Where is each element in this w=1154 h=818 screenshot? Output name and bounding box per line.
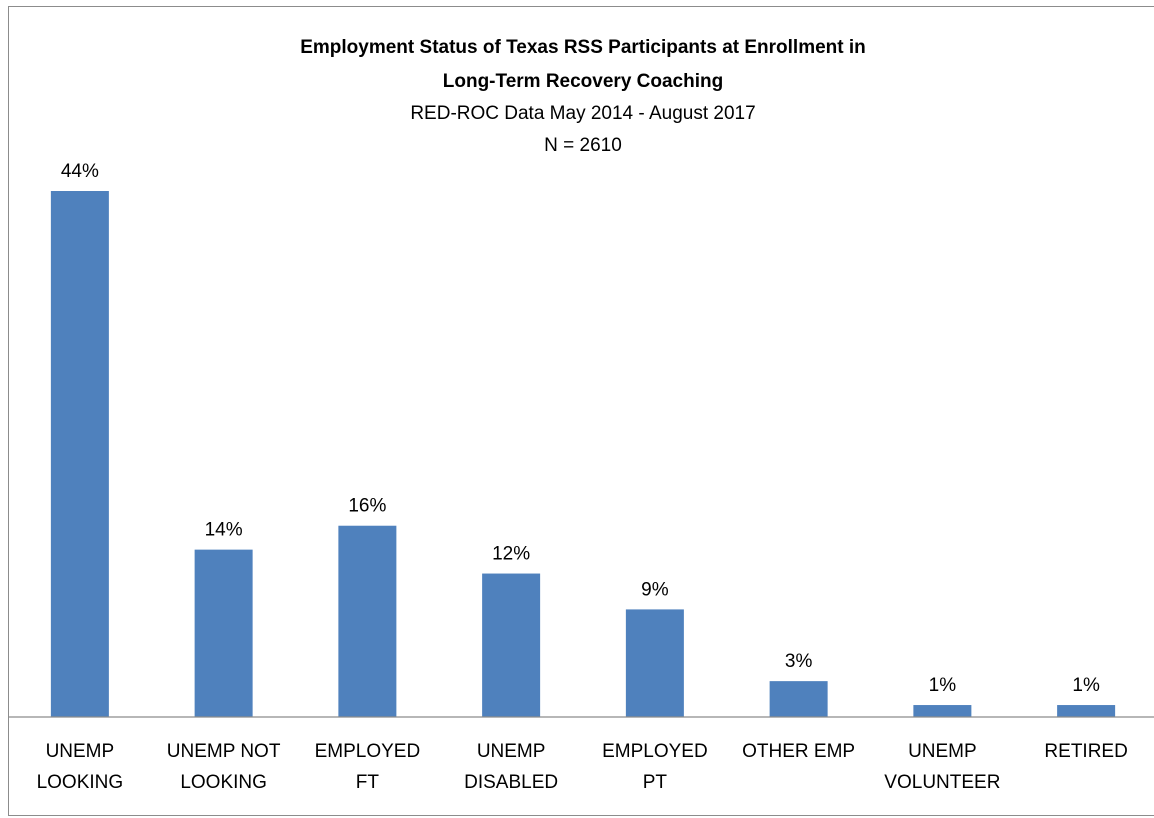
category-label: UNEMP VOLUNTEER — [884, 741, 1000, 793]
data-label: 14% — [205, 520, 243, 541]
data-label: 9% — [641, 579, 669, 600]
data-label: 44% — [61, 161, 99, 182]
category-label: UNEMP DISABLED — [464, 741, 558, 793]
chart-subtitle-line: N = 2610 — [544, 135, 622, 156]
category-label-line: UNEMP — [477, 741, 546, 762]
category-label-line: FT — [356, 772, 380, 793]
chart-title: Employment Status of Texas RSS Participa… — [300, 37, 866, 92]
category-label-line: UNEMP NOT — [167, 741, 281, 762]
chart-title-line: Employment Status of Texas RSS Participa… — [300, 37, 866, 58]
category-label-line: PT — [643, 772, 668, 793]
category-label-line: UNEMP — [908, 741, 977, 762]
category-label-line: LOOKING — [37, 772, 124, 793]
chart-subtitle: RED-ROC Data May 2014 - August 2017 N = 2… — [410, 103, 755, 156]
bar — [482, 573, 541, 717]
bar — [625, 609, 684, 717]
data-label: 1% — [929, 675, 957, 696]
category-label: OTHER EMP — [742, 741, 855, 762]
category-label: UNEMP LOOKING — [37, 741, 124, 793]
category-label-line: LOOKING — [180, 772, 267, 793]
bar — [913, 705, 972, 717]
bar — [338, 525, 397, 717]
bars — [50, 191, 1116, 717]
category-label: RETIRED — [1044, 741, 1127, 762]
category-label-line: EMPLOYED — [602, 741, 708, 762]
bar — [769, 681, 828, 717]
category-label-line: EMPLOYED — [315, 741, 421, 762]
category-label: EMPLOYED FT — [315, 741, 421, 793]
bar — [50, 191, 109, 717]
category-label: EMPLOYED PT — [602, 741, 708, 793]
category-labels: UNEMP LOOKING UNEMP NOT LOOKING EMPLOYED FT UN… — [37, 741, 1128, 793]
category-label-line: UNEMP — [46, 741, 115, 762]
bar — [1057, 705, 1116, 717]
data-label: 16% — [348, 496, 386, 517]
category-label-line: VOLUNTEER — [884, 772, 1000, 793]
category-label: UNEMP NOT LOOKING — [167, 741, 281, 793]
data-labels: 44% 14% 16% 12% 9% 3% 1% 1% — [61, 161, 1100, 696]
data-label: 12% — [492, 544, 530, 565]
bar — [194, 549, 253, 717]
data-label: 3% — [785, 651, 813, 672]
category-label-line: RETIRED — [1044, 741, 1127, 762]
chart-title-line: Long-Term Recovery Coaching — [443, 71, 723, 92]
data-label: 1% — [1072, 675, 1100, 696]
category-label-line: DISABLED — [464, 772, 558, 793]
category-label-line: OTHER EMP — [742, 741, 855, 762]
chart-subtitle-line: RED-ROC Data May 2014 - August 2017 — [410, 103, 755, 124]
